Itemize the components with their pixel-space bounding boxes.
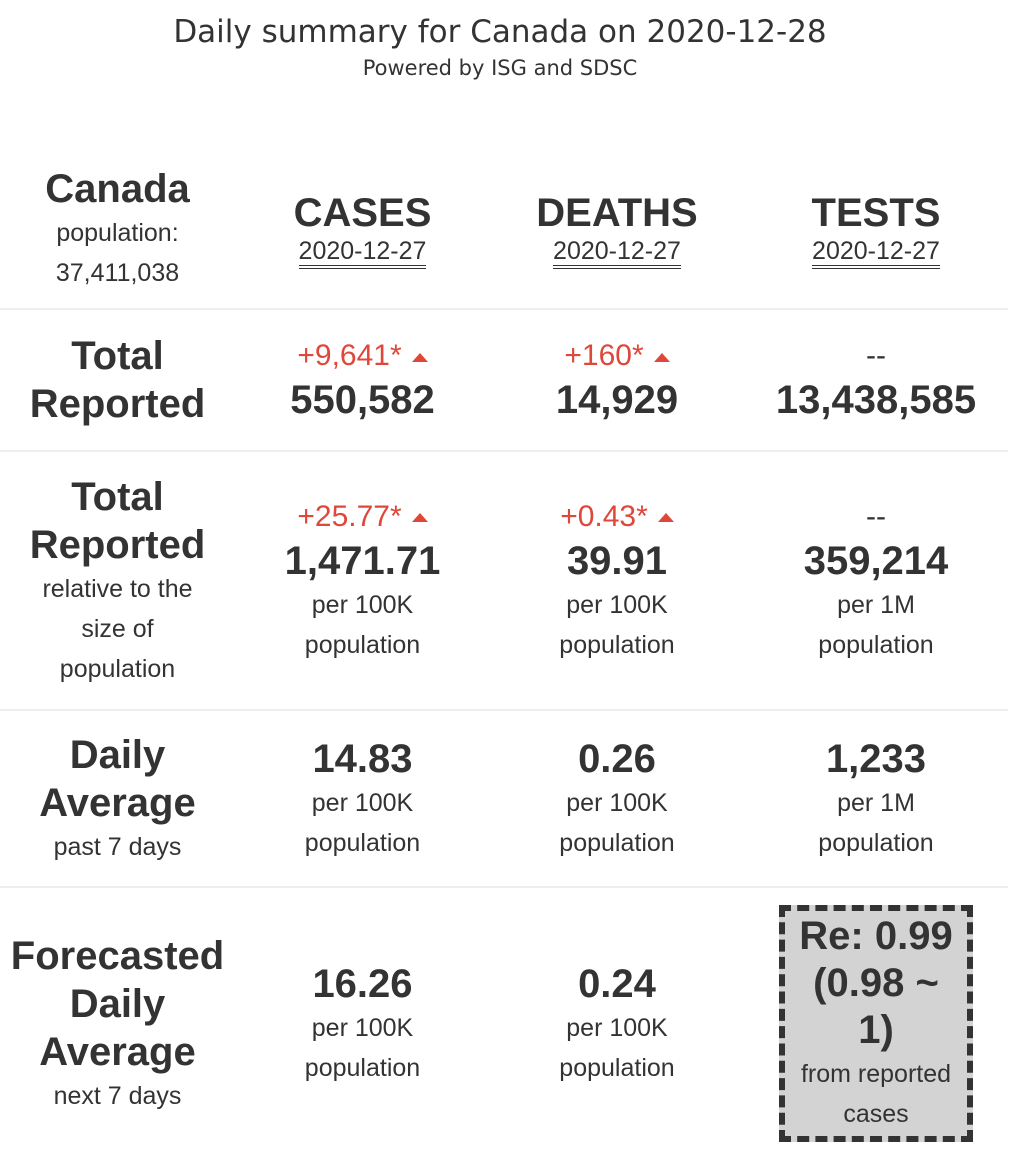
re-interval-end: 1) (858, 1008, 894, 1052)
forecast-row: Forecasted Daily Average next 7 days 16.26 p… (0, 887, 1008, 1159)
unit: population (818, 828, 934, 857)
row-label: Average (39, 1029, 196, 1074)
deaths-value: 0.24 (578, 961, 656, 1006)
row-label: Reported (29, 382, 206, 426)
cases-value: 16.26 (312, 961, 413, 1006)
deaths-date: 2020-12-27 (553, 237, 681, 269)
tests-delta: -- (866, 339, 886, 372)
cases-value: 14.83 (312, 736, 413, 781)
up-triangle-icon (411, 352, 428, 362)
unit: per 100K (311, 788, 414, 817)
unit: population (559, 828, 675, 857)
row-label: Total (71, 334, 164, 378)
delta-text: +25.77* (297, 499, 402, 533)
population-value: 37,411,038 (55, 259, 180, 287)
unit: per 100K (566, 1013, 668, 1042)
delta-text: +0.43* (560, 499, 648, 533)
unit: per 100K (566, 788, 668, 817)
up-triangle-icon (653, 352, 670, 362)
unit: population (304, 828, 421, 857)
tests-delta: -- (866, 499, 886, 533)
row-sublabel: past 7 days (53, 832, 182, 861)
unit: population (559, 1053, 675, 1082)
unit: per 1M (837, 590, 915, 619)
unit: population (304, 630, 421, 659)
tests-header: TESTS 2020-12-27 (744, 150, 1008, 309)
cases-date: 2020-12-27 (298, 237, 427, 269)
delta-text: +160* (564, 339, 644, 372)
re-interval: (0.98 ~ (813, 961, 939, 1005)
row-label: Daily (69, 981, 166, 1026)
row-label: Forecasted (10, 933, 225, 978)
delta-text: +9,641* (297, 339, 402, 372)
re-note: cases (843, 1100, 909, 1128)
tests-label: TESTS (811, 191, 941, 235)
deaths-delta: +160* (490, 336, 744, 376)
re-note: from reported (800, 1060, 952, 1088)
region-cell: Canada population: 37,411,038 (0, 150, 235, 309)
summary-table: Canada population: 37,411,038 CASES 2020-… (0, 150, 1008, 1159)
cases-header: CASES 2020-12-27 (235, 150, 490, 309)
deaths-label: DEATHS (536, 191, 698, 235)
unit: per 100K (311, 590, 414, 619)
deaths-value: 39.91 (566, 538, 668, 583)
row-label: Total (71, 474, 164, 519)
daily-average-row: Daily Average past 7 days 14.83 per 100K pop… (0, 710, 1008, 887)
row-sublabel: population (59, 654, 176, 683)
page-subtitle: Powered by ISG and SDSC (362, 56, 638, 80)
cases-total: 550,582 (290, 378, 435, 422)
re-value: Re: 0.99 (799, 914, 953, 958)
tests-value: 359,214 (803, 538, 949, 583)
row-sublabel: next 7 days (53, 1081, 182, 1110)
tests-total: 13,438,585 (775, 378, 977, 422)
deaths-value: 0.26 (578, 736, 656, 781)
total-reported-row: Total Reported +9,641* 550,582 +160* 14,929… (0, 309, 1008, 451)
region-name: Canada (45, 167, 190, 211)
unit: per 100K (311, 1013, 414, 1042)
unit: per 1M (837, 788, 915, 817)
cases-label: CASES (293, 191, 432, 235)
tests-value: 1,233 (825, 736, 927, 781)
header-row: Canada population: 37,411,038 CASES 2020-… (0, 150, 1008, 309)
unit: population (559, 630, 675, 659)
page-title: Daily summary for Canada on 2020-12-28 (173, 14, 827, 50)
row-label: Daily (69, 732, 166, 777)
deaths-total: 14,929 (555, 378, 679, 422)
cases-value: 1,471.71 (284, 538, 441, 583)
unit: per 100K (566, 590, 668, 619)
cases-delta: +9,641* (235, 336, 490, 376)
re-box: Re: 0.99 (0.98 ~ 1) from reported cases (779, 905, 973, 1142)
relative-row: Total Reported relative to the size of popul… (0, 451, 1008, 710)
unit: population (818, 630, 934, 659)
cases-delta: +25.77* (235, 497, 490, 537)
row-label: Average (39, 780, 196, 825)
row-label: Reported (29, 522, 206, 567)
unit: population (304, 1053, 421, 1082)
deaths-delta: +0.43* (490, 497, 744, 537)
tests-date: 2020-12-27 (812, 237, 940, 269)
row-sublabel: size of (81, 614, 154, 643)
population-label: population: (56, 219, 179, 247)
row-sublabel: relative to the (42, 574, 193, 603)
up-triangle-icon (411, 513, 428, 523)
deaths-header: DEATHS 2020-12-27 (490, 150, 744, 309)
up-triangle-icon (657, 513, 674, 523)
